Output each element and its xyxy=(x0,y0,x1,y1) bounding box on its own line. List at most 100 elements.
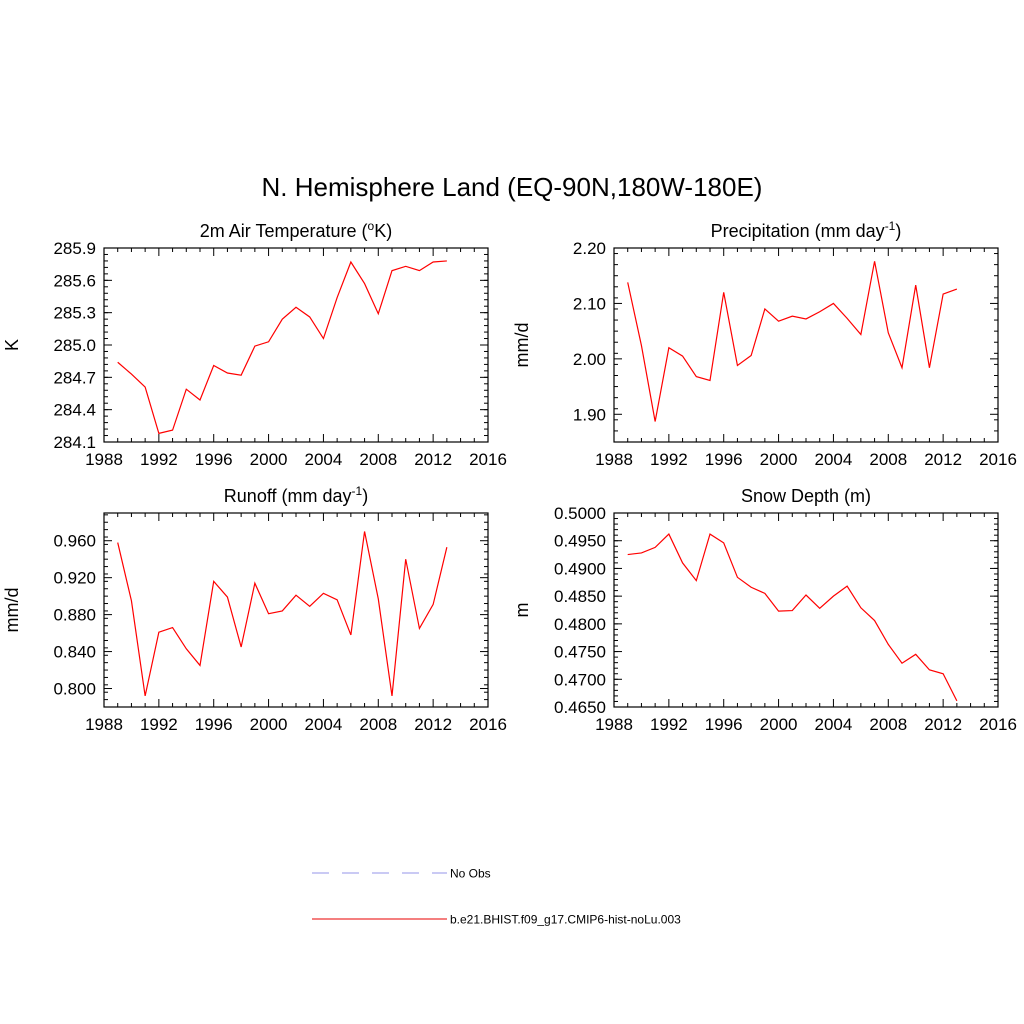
y-tick-label: 285.6 xyxy=(53,271,96,290)
data-point xyxy=(295,306,298,309)
data-point xyxy=(695,375,698,378)
y-tick-label: 2.00 xyxy=(573,350,606,369)
data-point xyxy=(681,561,684,564)
data-point xyxy=(253,345,256,348)
data-point xyxy=(901,662,904,665)
data-point xyxy=(391,269,394,272)
data-point xyxy=(928,668,931,671)
data-point xyxy=(185,647,188,650)
data-point xyxy=(777,610,780,613)
x-tick-label: 2016 xyxy=(979,450,1017,469)
data-point xyxy=(240,374,243,377)
data-point xyxy=(832,302,835,305)
panels: 2m Air Temperature (oK) K 1988 1992 1996 2000… xyxy=(2,219,1017,734)
x-tick-label: 2008 xyxy=(359,715,397,734)
data-point xyxy=(955,699,958,702)
data-point xyxy=(308,315,311,318)
x-tick-label: 2000 xyxy=(760,450,798,469)
legend-label: No Obs xyxy=(450,867,491,881)
data-point xyxy=(736,364,739,367)
y-tick-label: 2.20 xyxy=(573,239,606,258)
y-tick-label: 285.3 xyxy=(53,304,96,323)
data-point xyxy=(681,355,684,358)
data-point xyxy=(144,386,147,389)
panel-title: Runoff (mm day-1) xyxy=(224,484,368,506)
y-tick-label: 0.4650 xyxy=(554,698,606,717)
x-tick-label: 1992 xyxy=(650,450,688,469)
data-point xyxy=(901,366,904,369)
data-point xyxy=(805,594,808,597)
data-point xyxy=(185,388,188,391)
y-tick-label: 285.9 xyxy=(53,239,96,258)
data-point xyxy=(322,592,325,595)
data-point xyxy=(199,398,202,401)
data-point xyxy=(377,312,380,315)
panel-2: Precipitation (mm day-1) mm/d 1988 1992 1996… xyxy=(512,219,1017,469)
x-tick-label: 2012 xyxy=(924,450,962,469)
y-tick-label: 0.4900 xyxy=(554,559,606,578)
data-point xyxy=(955,288,958,291)
y-tick-label: 285.0 xyxy=(53,336,96,355)
data-point xyxy=(873,619,876,622)
x-tick-label: 2000 xyxy=(250,715,288,734)
data-point xyxy=(130,599,133,602)
x-tick-label: 1992 xyxy=(140,450,178,469)
panel-title: 2m Air Temperature (oK) xyxy=(200,219,392,241)
x-tick-label: 1988 xyxy=(85,715,123,734)
data-point xyxy=(322,337,325,340)
data-point xyxy=(240,645,243,648)
plot-frame xyxy=(613,512,999,708)
data-point xyxy=(363,530,366,533)
x-tick-label: 2004 xyxy=(305,715,343,734)
data-point xyxy=(626,553,629,556)
y-tick-label: 1.90 xyxy=(573,405,606,424)
series-line-1 xyxy=(117,531,448,697)
data-point xyxy=(295,594,298,597)
data-point xyxy=(391,694,394,697)
y-axis-label: mm/d xyxy=(512,323,532,368)
x-tick-label: 1996 xyxy=(705,715,743,734)
data-point xyxy=(116,361,119,364)
y-tick-label: 0.4800 xyxy=(554,615,606,634)
panel-4: Snow Depth (m) m 1988 1992 1996 2000 2004 2008 2… xyxy=(512,486,1017,734)
data-point xyxy=(640,344,643,347)
data-point xyxy=(777,320,780,323)
data-point xyxy=(377,597,380,600)
y-tick-label: 284.4 xyxy=(53,401,96,420)
data-point xyxy=(349,633,352,636)
x-tick-label: 2004 xyxy=(305,450,343,469)
figure-title: N. Hemisphere Land (EQ-90N,180W-180E) xyxy=(262,172,763,202)
data-point xyxy=(928,366,931,369)
data-point xyxy=(818,607,821,610)
data-point xyxy=(199,664,202,667)
data-point xyxy=(667,533,670,536)
x-tick-label: 2004 xyxy=(815,450,853,469)
legend-item-2: b.e21.BHIST.f09_g17.CMIP6-hist-noLu.003 xyxy=(312,913,681,927)
x-tick-label: 2012 xyxy=(414,450,452,469)
x-tick-label: 2008 xyxy=(869,715,907,734)
data-point xyxy=(750,354,753,357)
data-point xyxy=(805,317,808,320)
x-tick-label: 2016 xyxy=(469,450,507,469)
x-tick-label: 1988 xyxy=(85,450,123,469)
data-point xyxy=(750,586,753,589)
legend: No Obs b.e21.BHIST.f09_g17.CMIP6-hist-noL… xyxy=(312,867,681,927)
data-point xyxy=(763,592,766,595)
data-point xyxy=(873,260,876,263)
data-point xyxy=(859,333,862,336)
data-point xyxy=(336,296,339,299)
y-tick-label: 0.920 xyxy=(53,569,96,588)
x-tick-label: 2012 xyxy=(924,715,962,734)
data-point xyxy=(157,432,160,435)
data-point xyxy=(846,317,849,320)
data-point xyxy=(942,672,945,675)
x-tick-label: 2000 xyxy=(760,715,798,734)
x-tick-label: 1992 xyxy=(650,715,688,734)
data-point xyxy=(432,603,435,606)
x-tick-label: 2008 xyxy=(359,450,397,469)
series-line-1 xyxy=(627,261,958,422)
panel-1: 2m Air Temperature (oK) K 1988 1992 1996 2000… xyxy=(2,219,507,469)
data-point xyxy=(709,533,712,536)
